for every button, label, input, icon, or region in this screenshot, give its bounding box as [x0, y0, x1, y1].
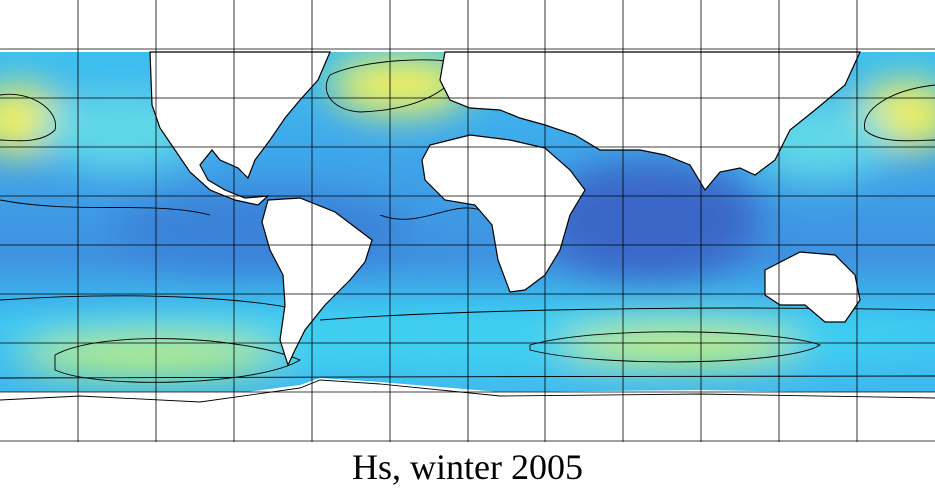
caption: Hs, winter 2005 — [352, 447, 583, 487]
contour — [325, 59, 466, 113]
south-america — [261, 197, 373, 367]
antarctica-coast — [0, 379, 935, 403]
contour — [529, 331, 821, 363]
contour — [864, 84, 935, 142]
contour — [54, 338, 301, 383]
graticule — [0, 0, 935, 442]
wave-height-map — [0, 0, 935, 442]
australia — [764, 251, 861, 323]
contour — [0, 199, 481, 220]
contour — [0, 93, 56, 142]
north-america — [149, 51, 331, 206]
